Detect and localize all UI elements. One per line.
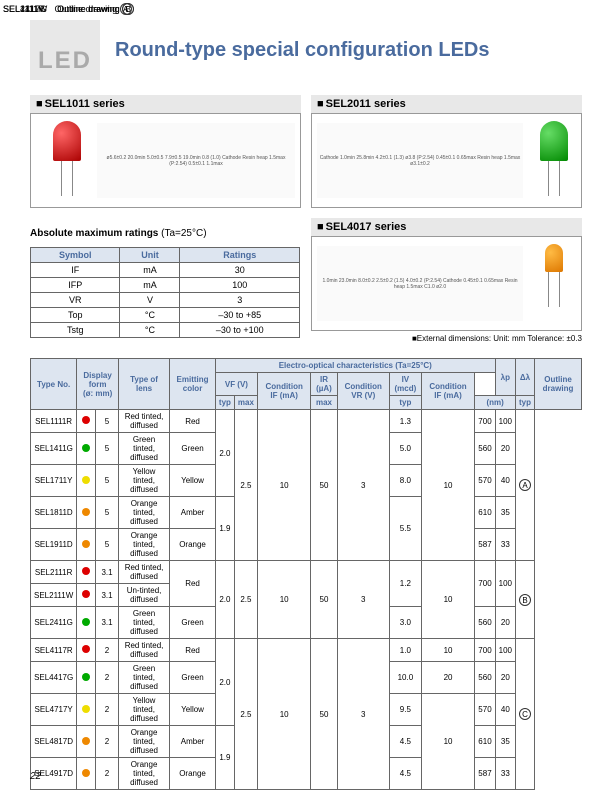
page-number: 22 bbox=[30, 771, 41, 782]
panel-header: SEL1011 series bbox=[30, 95, 301, 113]
page-title: Round-type special configuration LEDs bbox=[115, 39, 489, 62]
led-image-green bbox=[531, 121, 576, 201]
panel-sel4017: SEL4017 series SEL4417G Outline drawing … bbox=[311, 218, 582, 343]
outline-drawing-c: 1.0min 23.0min 8.0±0.2 2.5±0.2 (1.5) 4.0… bbox=[317, 246, 523, 321]
panel-sel1011: SEL1011 series SEL1111R Outline drawing … bbox=[30, 95, 301, 208]
panel-header: SEL2011 series bbox=[311, 95, 582, 113]
ratings-title: Absolute maximum ratings (Ta=25°C) bbox=[30, 228, 301, 239]
ratings-table: SymbolUnitRatings IFmA30 IFPmA100 VRV3 T… bbox=[30, 247, 300, 338]
outline-drawing-a: ø5.6±0.2 20.0min 5.0±0.5 7.9±0.5 19.0min… bbox=[97, 123, 295, 198]
part-label: SEL4417G Outline drawing C bbox=[3, 3, 134, 15]
page-header: LED Round-type special configuration LED… bbox=[30, 20, 582, 80]
led-image-red bbox=[44, 121, 89, 201]
outline-drawing-b: Cathode 1.0min 25.8min 4.2±0.1 (1.3) ø3.… bbox=[317, 123, 523, 198]
led-image-orange bbox=[531, 244, 576, 324]
main-specs-table: Type No. Display form(ø: mm) Type of len… bbox=[30, 358, 582, 790]
external-dimensions-note: ■External dimensions: Unit: mm Tolerance… bbox=[311, 334, 582, 343]
panel-header: SEL4017 series bbox=[311, 218, 582, 236]
panel-sel2011: SEL2011 series SEL2111W Outline drawing … bbox=[311, 95, 582, 208]
led-logo: LED bbox=[30, 20, 100, 80]
